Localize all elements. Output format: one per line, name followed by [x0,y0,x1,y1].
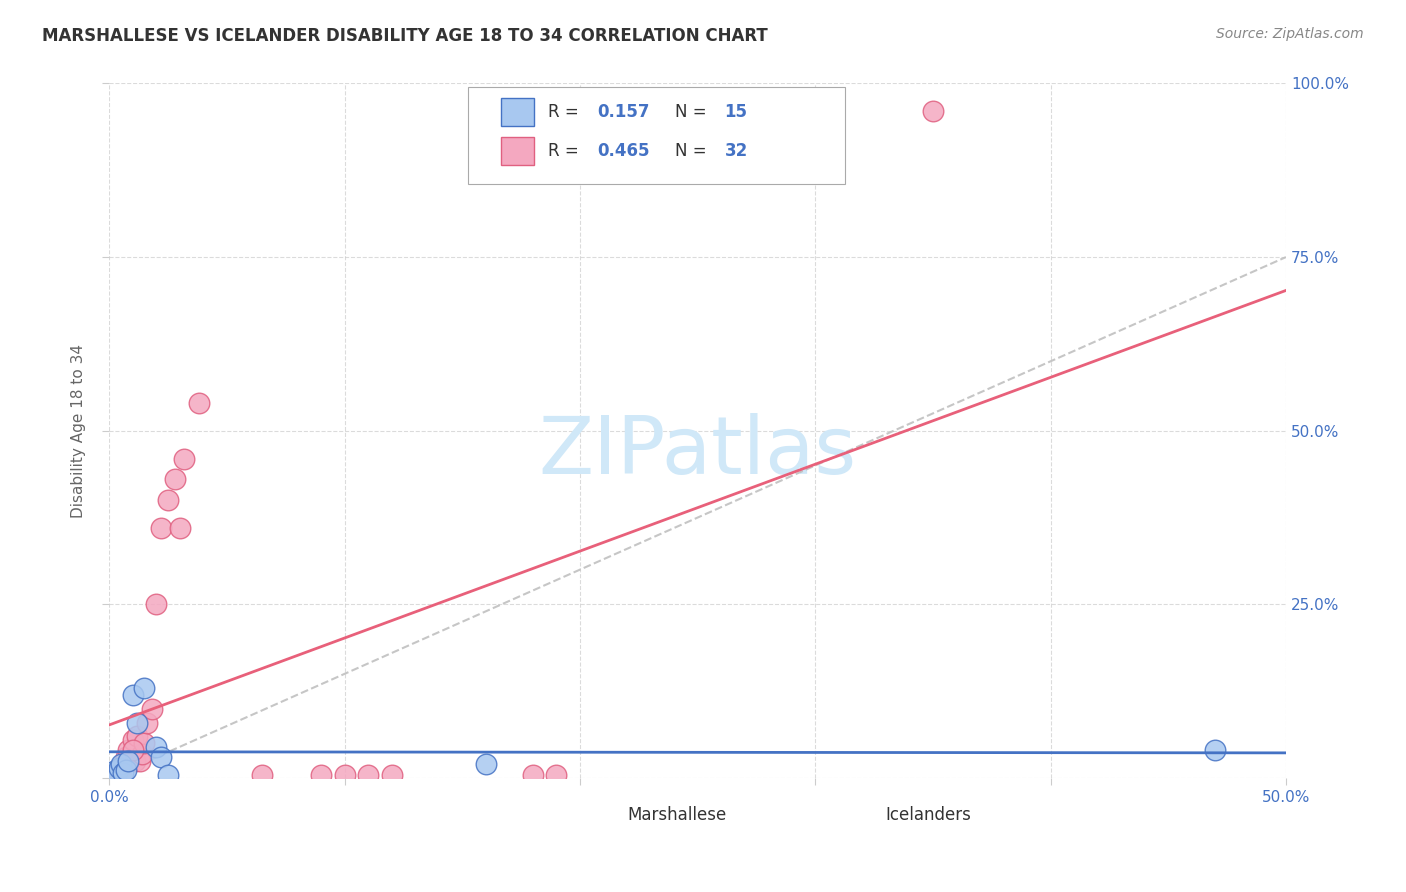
Point [131,747,153,761]
Text: 32: 32 [724,142,748,160]
Point [107,764,129,778]
Point [110,757,132,772]
Point [333,767,356,781]
Text: N =: N = [675,103,711,120]
Point [546,767,568,781]
FancyBboxPatch shape [501,137,534,165]
Point [173,451,195,466]
Text: MARSHALLESE VS ICELANDER DISABILITY AGE 18 TO 34 CORRELATION CHART: MARSHALLESE VS ICELANDER DISABILITY AGE … [42,27,768,45]
Point [127,730,149,744]
Text: 0.157: 0.157 [598,103,650,120]
Point [105,765,128,780]
FancyBboxPatch shape [501,98,534,126]
Text: Icelanders: Icelanders [886,805,972,824]
Point [165,472,187,486]
Point [187,396,209,410]
Point [156,767,179,781]
Point [156,493,179,508]
Point [141,701,163,715]
Point [121,732,143,747]
Point [110,761,132,775]
Point [127,715,149,730]
Point [381,767,404,781]
Point [121,743,143,757]
FancyBboxPatch shape [815,803,875,827]
Text: R =: R = [548,103,583,120]
Point [1204,743,1226,757]
Point [357,767,380,781]
FancyBboxPatch shape [468,87,845,184]
Point [112,757,135,772]
Point [103,764,125,778]
Point [474,757,496,772]
Text: Marshallese: Marshallese [627,805,727,824]
Point [128,754,150,768]
Point [107,761,129,775]
Point [117,743,139,757]
Text: Source: ZipAtlas.com: Source: ZipAtlas.com [1216,27,1364,41]
Text: 0.465: 0.465 [598,142,650,160]
Point [114,763,136,777]
Point [124,754,146,768]
FancyBboxPatch shape [557,803,616,827]
Point [145,739,167,754]
Point [134,681,156,695]
Y-axis label: Disability Age 18 to 34: Disability Age 18 to 34 [72,343,86,517]
Point [117,754,139,768]
Point [135,715,157,730]
Point [922,104,945,119]
Point [110,767,132,781]
Point [134,736,156,750]
Point [149,521,172,535]
Point [169,521,191,535]
Point [103,767,125,781]
Point [309,767,332,781]
Point [112,765,135,780]
Text: 15: 15 [724,103,748,120]
Text: N =: N = [675,142,711,160]
Point [105,767,128,781]
Point [149,750,172,764]
Text: R =: R = [548,142,583,160]
Point [121,688,143,702]
Point [145,598,167,612]
Point [250,767,273,781]
Point [522,767,544,781]
Point [114,750,136,764]
Text: ZIPatlas: ZIPatlas [538,413,856,491]
